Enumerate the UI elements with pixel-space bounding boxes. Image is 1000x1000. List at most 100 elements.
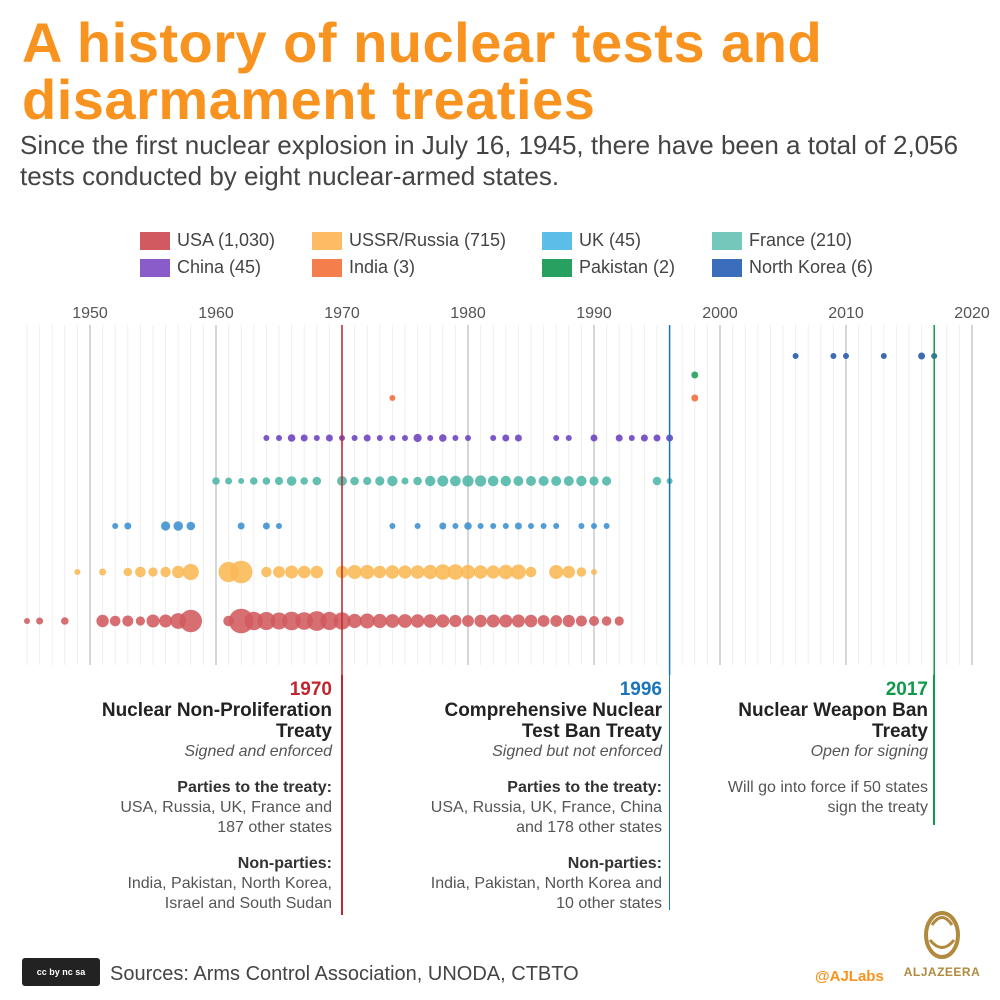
data-point (502, 523, 509, 529)
data-point (402, 435, 408, 441)
data-point (538, 476, 549, 486)
data-point (589, 476, 599, 486)
data-point (487, 475, 499, 487)
data-point (313, 435, 320, 441)
treaty-npt: 1970 Nuclear Non-Proliferation Treaty Si… (100, 680, 332, 930)
data-point (310, 565, 324, 579)
logo-text: ALJAZEERA (903, 965, 981, 979)
non-parties-list: India, Pakistan, North Korea, Israel and… (127, 875, 332, 912)
data-point (462, 475, 474, 487)
data-point (565, 435, 572, 441)
data-point (286, 476, 297, 486)
data-point (498, 564, 514, 580)
data-point (270, 612, 288, 630)
data-point (261, 566, 272, 578)
legend-label: USA (1,030) (177, 230, 276, 250)
treaty-year: 1996 (619, 679, 662, 700)
data-point (263, 435, 270, 441)
data-point (262, 522, 270, 530)
data-point (238, 478, 245, 484)
data-point (387, 475, 398, 487)
data-point (477, 523, 484, 529)
data-point (297, 565, 311, 579)
x-tick-label: 1970 (324, 305, 360, 322)
data-point (376, 435, 383, 441)
data-point (24, 618, 30, 624)
data-point (363, 476, 372, 486)
data-point (474, 614, 487, 628)
data-point (510, 564, 526, 580)
legend-item: India (3) (312, 257, 415, 278)
legend-swatch (712, 231, 742, 250)
data-point (285, 565, 299, 579)
x-tick-label: 1980 (450, 305, 486, 322)
data-point (562, 565, 575, 579)
data-point (452, 435, 459, 441)
chart: 1950 1960 1970 1980 1990 2000 2010 2020 (24, 305, 990, 675)
legend-item: Pakistan (2) (542, 257, 675, 278)
data-point (490, 523, 497, 529)
x-tick-label: 2010 (828, 305, 864, 322)
legend-item: USA (1,030) (140, 230, 275, 251)
data-point (244, 611, 263, 631)
data-point (486, 614, 500, 628)
data-point (287, 434, 296, 442)
data-point (439, 434, 447, 442)
legend-swatch (140, 231, 170, 250)
data-point (359, 613, 375, 629)
data-point (320, 611, 339, 631)
data-point (61, 617, 69, 625)
treaty-name: Nuclear Weapon Ban Treaty (738, 700, 928, 742)
legend-swatch (712, 258, 742, 277)
page-title: A history of nuclear tests and disarmame… (22, 11, 823, 131)
data-point (401, 477, 409, 485)
data-point (462, 615, 474, 627)
data-point (306, 611, 327, 631)
data-point (212, 477, 220, 485)
legend-item: North Korea (6) (712, 257, 873, 278)
data-point (148, 567, 158, 577)
legend-swatch (312, 231, 342, 250)
data-point (500, 475, 511, 487)
data-point (389, 435, 396, 441)
data-point (514, 434, 522, 442)
data-point (389, 523, 396, 529)
data-point (465, 435, 471, 441)
data-point (452, 523, 459, 529)
legend-item: UK (45) (542, 230, 641, 251)
legend-label: USSR/Russia (715) (349, 230, 507, 250)
data-point (439, 522, 447, 530)
data-point (499, 614, 513, 628)
data-point (237, 522, 245, 530)
data-point (528, 523, 534, 529)
legend-label: Pakistan (2) (579, 257, 676, 277)
aljazeera-logo-icon (924, 911, 960, 959)
data-point (537, 615, 550, 627)
data-point (161, 521, 171, 531)
data-point (413, 476, 422, 486)
legend-swatch (140, 258, 170, 277)
data-point (360, 564, 375, 580)
data-point (590, 434, 598, 442)
legend-swatch (542, 258, 572, 277)
data-point (628, 435, 635, 441)
treaty-status: Signed but not enforced (492, 743, 662, 760)
data-point (160, 566, 171, 578)
data-point (447, 564, 464, 580)
treaty-name: Comprehensive Nuclear Test Ban Treaty (444, 700, 662, 742)
data-point (96, 614, 109, 628)
data-point (350, 476, 359, 486)
treaty-note: Will go into force if 50 states sign the… (727, 779, 928, 816)
data-point (112, 523, 119, 529)
data-point (351, 435, 358, 441)
data-point (691, 394, 699, 402)
data-point (576, 567, 587, 577)
data-point (464, 522, 472, 530)
data-point (473, 565, 488, 579)
data-point (250, 477, 258, 485)
data-point (436, 614, 450, 628)
data-point (423, 564, 438, 580)
data-point (880, 353, 887, 359)
data-point (36, 617, 44, 625)
ajlabs-credit[interactable]: @AJLabs (815, 968, 884, 985)
